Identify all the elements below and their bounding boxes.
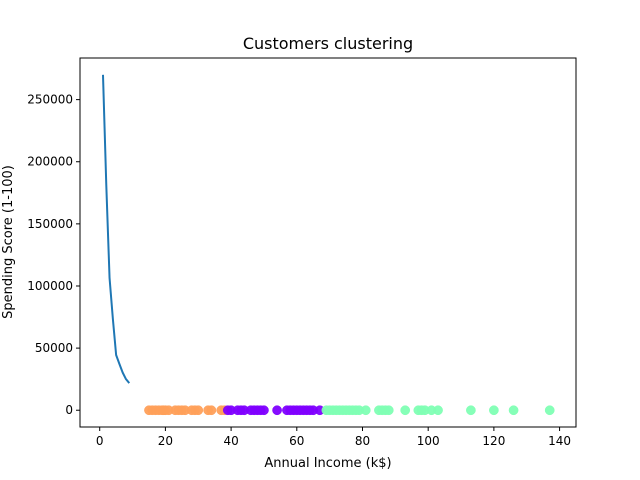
y-tick-label: 0 (65, 403, 73, 417)
scatter-point-cluster-2 (272, 405, 282, 416)
plot-frame (79, 57, 577, 428)
x-tick-label: 20 (158, 434, 173, 448)
scatter-point-cluster-3 (433, 405, 443, 416)
x-tick-label: 0 (96, 434, 104, 448)
plot-area (101, 74, 555, 416)
y-tick-label: 50000 (35, 341, 73, 355)
x-tick-label: 80 (355, 434, 370, 448)
y-tick-label: 250000 (27, 93, 73, 107)
x-tick-label: 100 (417, 434, 440, 448)
scatter-point-cluster-3 (400, 405, 411, 416)
x-tick-label: 40 (223, 434, 238, 448)
scatter-point-cluster-3 (383, 405, 394, 416)
y-tick-label: 100000 (27, 279, 73, 293)
x-axis-label: Annual Income (k$) (264, 456, 391, 471)
scatter-point-cluster-2 (259, 405, 269, 416)
scatter-point-cluster-1 (206, 405, 217, 416)
chart-title: Customers clustering (243, 34, 413, 53)
x-tick-label: 60 (289, 434, 304, 448)
y-tick-label: 150000 (27, 217, 73, 231)
x-axis: 0 20 40 60 80 100 120 140 (96, 427, 571, 448)
scatter-point-cluster-1 (193, 405, 204, 416)
scatter-point-cluster-3 (360, 405, 371, 416)
scatter-point-cluster-3 (489, 405, 499, 416)
scatter-point-cluster-3 (544, 405, 555, 416)
scatter-point-cluster-3 (466, 405, 476, 416)
y-axis: 0 50000 100000 150000 200000 250000 (27, 93, 80, 417)
elbow-line (101, 74, 131, 384)
y-tick-label: 200000 (27, 155, 73, 169)
x-tick-label: 120 (482, 434, 505, 448)
x-tick-label: 140 (548, 434, 571, 448)
scatter-point-cluster-3 (508, 405, 519, 416)
y-axis-label: Spending Score (1-100) (1, 165, 16, 319)
